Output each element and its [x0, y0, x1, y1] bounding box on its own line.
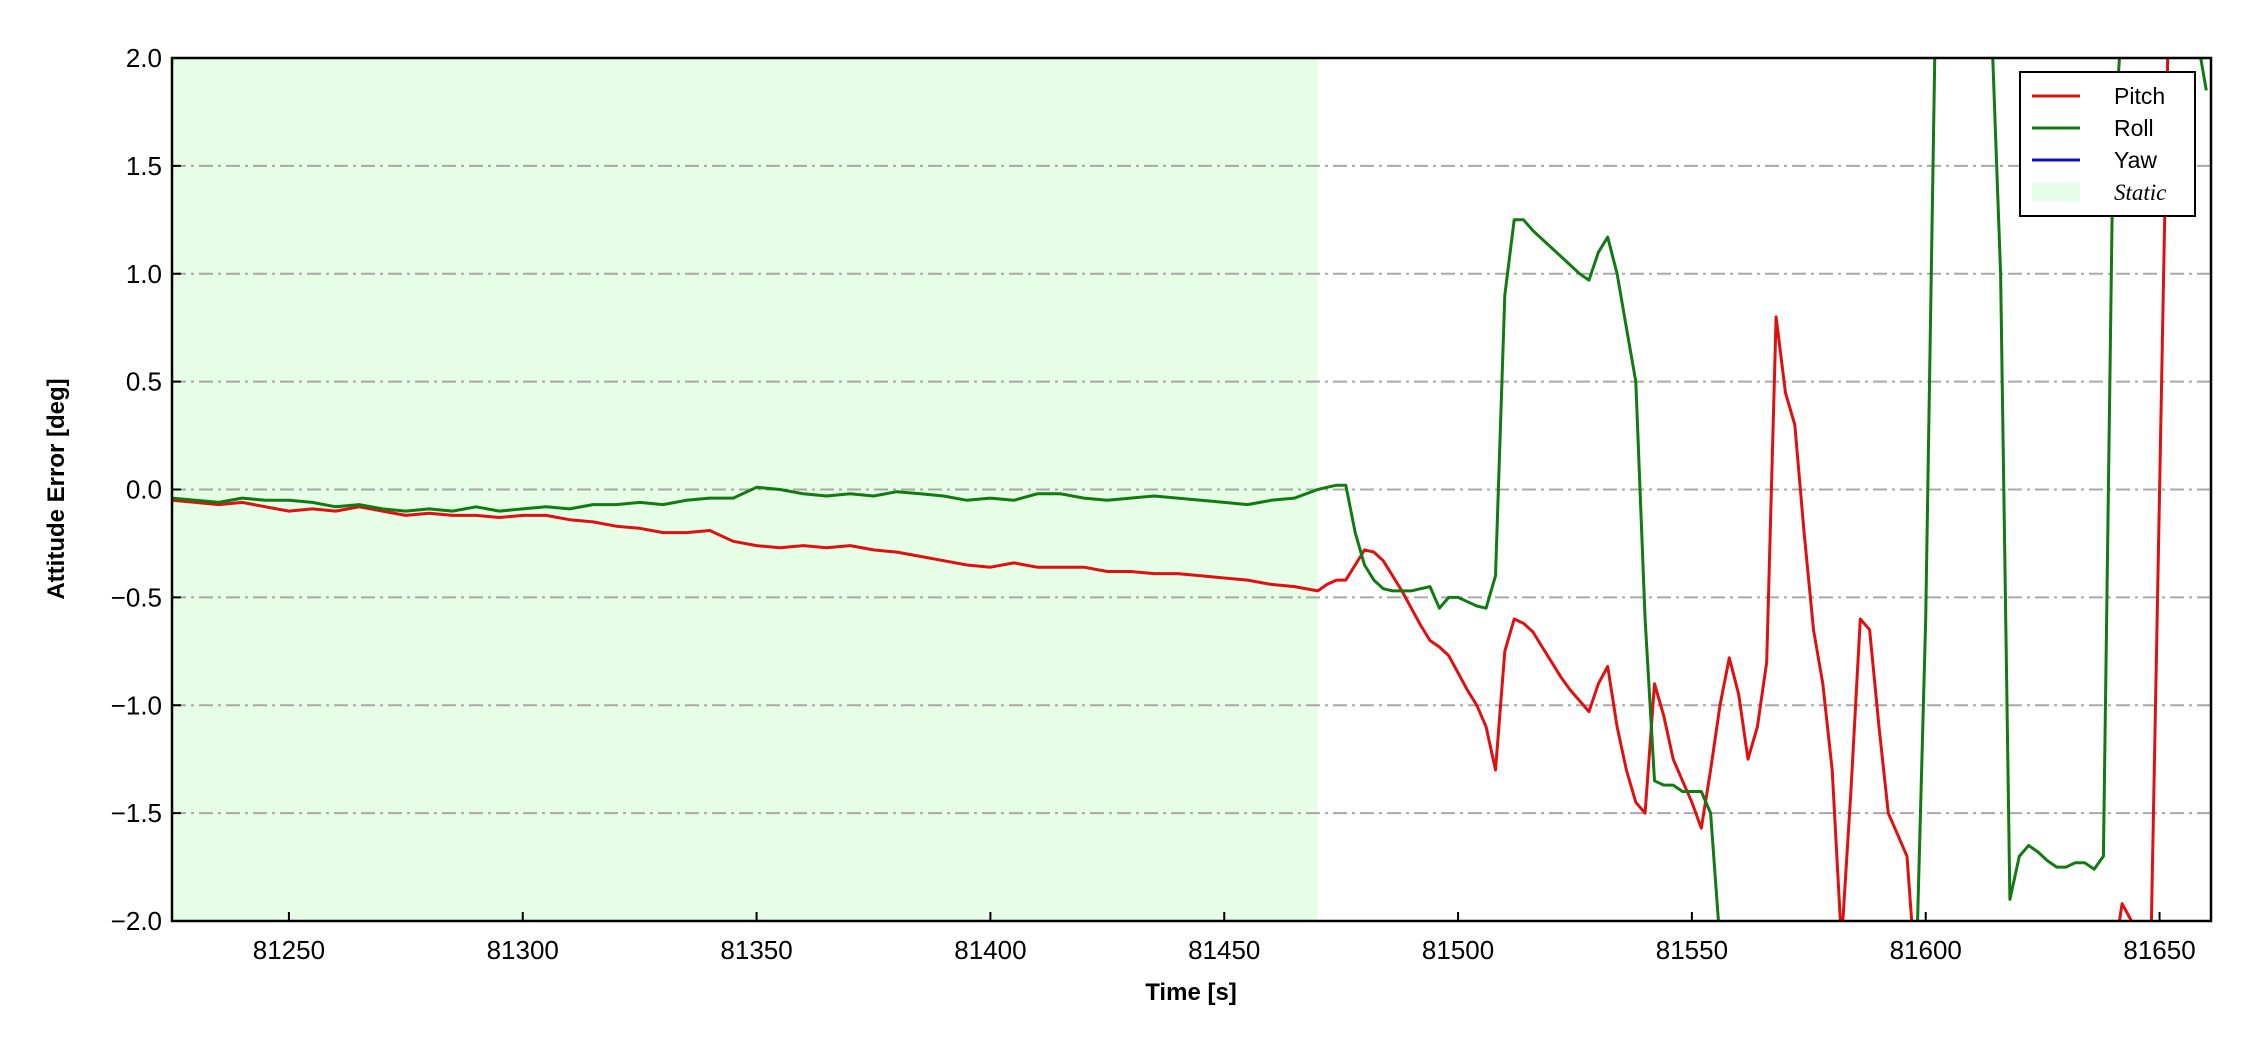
legend-swatch — [2032, 183, 2080, 201]
x-tick-label: 81250 — [253, 935, 325, 965]
legend-label: Pitch — [2114, 83, 2165, 109]
x-tick-label: 81650 — [2123, 935, 2195, 965]
x-tick-label: 81300 — [487, 935, 559, 965]
line-pitch — [2117, 58, 2170, 921]
line-roll — [1991, 58, 2121, 901]
legend-label: Static — [2114, 180, 2166, 205]
y-tick-label: −2.0 — [111, 906, 162, 936]
plot-frame — [170, 56, 2213, 923]
x-tick-label: 81450 — [1188, 935, 1260, 965]
line-pitch — [172, 315, 1914, 921]
y-tick-label: 0.5 — [126, 367, 162, 397]
line-roll — [1916, 58, 1937, 921]
legend-label: Yaw — [2114, 147, 2157, 173]
x-tick-label: 81600 — [1890, 935, 1962, 965]
y-axis-label: Attitude Error [deg] — [43, 378, 70, 599]
x-axis-label: Time [s] — [1145, 979, 1237, 1006]
y-tick-label: −1.5 — [111, 798, 162, 828]
y-tick-label: 0.0 — [126, 475, 162, 505]
y-tick-label: −0.5 — [111, 582, 162, 612]
x-tick-label: 81500 — [1422, 935, 1494, 965]
line-roll — [2199, 58, 2208, 91]
y-tick-label: 2.0 — [126, 43, 162, 73]
y-tick-label: 1.5 — [126, 151, 162, 181]
legend-label: Roll — [2114, 115, 2154, 141]
y-tick-label: −1.0 — [111, 690, 162, 720]
x-tick-label: 81350 — [720, 935, 792, 965]
plot-area — [172, 58, 2208, 921]
x-tick-label: 81550 — [1656, 935, 1728, 965]
y-tick-label: 1.0 — [126, 259, 162, 289]
line-roll — [172, 218, 1720, 921]
x-tick-label: 81400 — [954, 935, 1026, 965]
